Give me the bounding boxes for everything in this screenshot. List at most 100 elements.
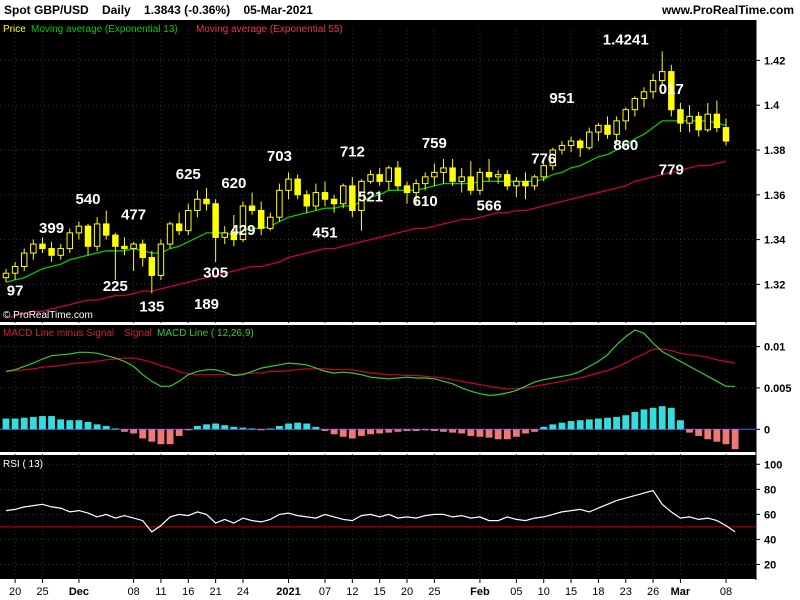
macd-signal-series bbox=[5, 348, 736, 390]
macd-hist-bar bbox=[494, 429, 502, 440]
macd-hist-bar bbox=[248, 428, 256, 430]
x-tick-label: Feb bbox=[470, 586, 490, 598]
candle-down bbox=[449, 167, 456, 182]
x-tick-label: 20 bbox=[401, 586, 413, 598]
macd-hist-bar bbox=[57, 419, 65, 430]
macd-hist-bar bbox=[312, 426, 320, 430]
macd-hist-bar bbox=[713, 429, 721, 442]
macd-hist-bar bbox=[631, 411, 639, 430]
candle-down bbox=[48, 248, 55, 256]
macd-hist-bar bbox=[440, 429, 447, 432]
candle-up bbox=[339, 185, 347, 205]
candle-up bbox=[631, 97, 639, 111]
macd-hist-bar bbox=[458, 429, 466, 434]
macd-hist-bar bbox=[594, 418, 602, 430]
candle-down bbox=[394, 167, 402, 187]
price-annotation: 429 bbox=[230, 222, 255, 239]
y-tick-label-macd: 0 bbox=[764, 424, 770, 436]
candle-down bbox=[175, 223, 183, 232]
macd-hist-bar bbox=[257, 429, 265, 431]
candle-up bbox=[494, 174, 502, 178]
macd-hist-bar bbox=[604, 417, 611, 430]
candle-up bbox=[267, 216, 274, 229]
x-tick-label: Dec bbox=[69, 586, 89, 598]
x-tick-label: 18 bbox=[592, 586, 604, 598]
macd-hist-bar bbox=[266, 428, 274, 430]
candle-up bbox=[586, 131, 593, 149]
price-annotation: 779 bbox=[659, 162, 684, 179]
x-tick-label: 12 bbox=[346, 586, 358, 598]
macd-hist-bar bbox=[376, 429, 384, 434]
candle-down bbox=[103, 223, 110, 236]
x-tick-label: 24 bbox=[237, 586, 249, 598]
candle-down bbox=[604, 124, 611, 135]
price-annotation: 017 bbox=[659, 81, 684, 98]
candle-up bbox=[221, 232, 228, 238]
price-annotation: 225 bbox=[103, 278, 128, 295]
macd-hist-bar bbox=[66, 420, 74, 430]
ema13-line bbox=[5, 120, 727, 283]
price-annotations: 97 399 540 477 225 135 625 189 305 620 429 703 451 71… bbox=[7, 32, 684, 316]
macd-hist-bar bbox=[75, 420, 83, 430]
x-tick-label: 15 bbox=[374, 586, 386, 598]
candle-down bbox=[203, 198, 210, 205]
macd-hist-bar bbox=[193, 426, 201, 430]
y-tick-label-price: 1.32 bbox=[764, 279, 785, 291]
y-tick-label-price: 1.4 bbox=[764, 100, 780, 112]
x-tick-label: Mar bbox=[671, 586, 691, 598]
x-tick-label: 23 bbox=[620, 586, 632, 598]
candle-down bbox=[139, 243, 146, 259]
legend-macd-hist: MACD Line minus Signal bbox=[3, 328, 114, 339]
x-tick-label: 20 bbox=[9, 586, 21, 598]
candle-down bbox=[677, 109, 684, 124]
candle-up bbox=[640, 91, 648, 99]
price-annotation: 521 bbox=[358, 189, 383, 206]
ema55-series bbox=[5, 160, 727, 319]
macd-hist-bar bbox=[677, 420, 684, 430]
candle-up bbox=[686, 115, 693, 124]
y-axis-area bbox=[756, 20, 800, 580]
candle-up bbox=[385, 167, 393, 182]
macd-hist-bar bbox=[622, 415, 630, 430]
candle-down bbox=[121, 245, 128, 250]
quote-label: 1.3843 (-0.36%) bbox=[144, 3, 231, 17]
x-tick-label: 25 bbox=[428, 586, 440, 598]
watermark: © ProRealTime.com bbox=[3, 310, 93, 321]
candle-up bbox=[595, 124, 602, 133]
y-tick-label-rsi: 60 bbox=[764, 509, 776, 521]
macd-hist-bar bbox=[512, 429, 520, 437]
macd-hist-bar bbox=[348, 429, 356, 439]
price-annotation: 540 bbox=[76, 191, 101, 208]
macd-hist-bar bbox=[421, 429, 429, 431]
macd-hist-bar bbox=[139, 429, 147, 439]
candle-up bbox=[57, 248, 64, 256]
macd-hist-bar bbox=[540, 426, 548, 430]
candle-down bbox=[303, 194, 310, 207]
candle-down bbox=[668, 71, 675, 111]
candle-up bbox=[285, 178, 292, 191]
macd-hist-bar bbox=[531, 429, 539, 432]
candle-down bbox=[248, 205, 256, 211]
macd-hist-bar bbox=[567, 421, 575, 430]
candle-up bbox=[431, 171, 438, 178]
candle-up bbox=[194, 198, 201, 211]
macd-hist-bar bbox=[48, 416, 55, 430]
macd-hist-bar bbox=[157, 429, 165, 445]
macd-hist-bar bbox=[20, 417, 28, 430]
legend-rsi: RSI ( 13) bbox=[3, 459, 43, 470]
candle-down bbox=[148, 257, 156, 276]
macd-hist-bar bbox=[585, 419, 593, 430]
candle-up bbox=[239, 205, 247, 241]
legend-price: Price bbox=[3, 24, 26, 35]
candle-up bbox=[613, 120, 620, 135]
period-label: Daily bbox=[102, 3, 131, 17]
y-tick-labels: 1.32 1.34 1.36 1.38 1.4 1.42 0.01 0.005 0 100 80 60… bbox=[756, 55, 792, 571]
macd-hist-bar bbox=[695, 429, 703, 436]
price-annotation: 305 bbox=[203, 265, 228, 282]
macd-hist-bar bbox=[184, 429, 192, 431]
macd-lines bbox=[5, 329, 736, 397]
candles bbox=[2, 51, 730, 294]
macd-hist-bar bbox=[385, 429, 393, 433]
y-tick-label-price: 1.38 bbox=[764, 145, 785, 157]
